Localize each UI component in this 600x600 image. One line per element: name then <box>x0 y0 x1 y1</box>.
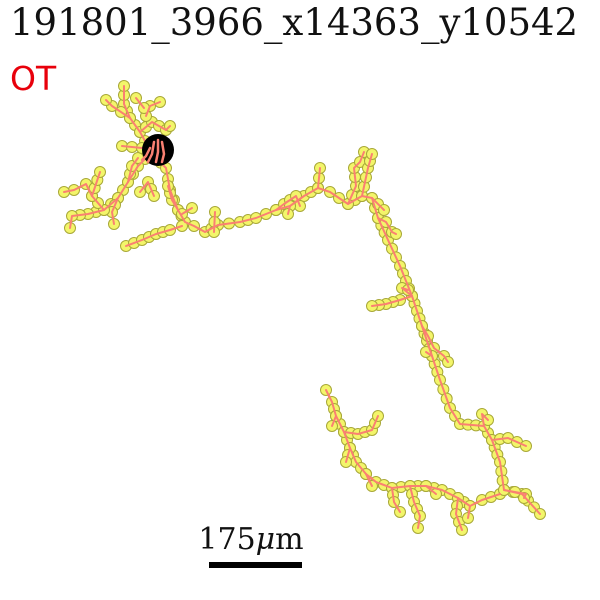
branch-centerline <box>139 181 155 197</box>
branch-centerline <box>391 487 401 513</box>
branch-centerline <box>481 413 489 427</box>
branch-centerline <box>69 151 153 229</box>
branch-centerline <box>63 183 105 211</box>
branch-centerline <box>401 287 413 297</box>
branch-centerline <box>111 197 119 225</box>
branch-centerlines <box>63 85 541 531</box>
soma-process <box>140 146 152 162</box>
branch-centerline <box>127 157 139 183</box>
branch-centerline <box>371 295 413 307</box>
cell-type-label: OT <box>10 59 57 98</box>
branch-centerline <box>213 211 216 233</box>
soma-process <box>160 140 166 164</box>
branch-centerline <box>135 97 145 109</box>
branch-nodes <box>58 80 546 536</box>
branch-centerline <box>125 225 183 247</box>
branch-centerline <box>347 151 365 205</box>
scale-value: 175 <box>198 522 256 557</box>
branch-centerline <box>331 415 337 427</box>
branch-centerline <box>139 121 171 133</box>
branch-centerline <box>491 437 527 447</box>
branch-centerline <box>275 195 301 211</box>
scale-unit-suffix: m <box>275 522 304 557</box>
branch-centerline <box>345 447 351 463</box>
soma-processes <box>140 138 166 164</box>
branch-centerline <box>365 473 373 487</box>
branch-centerline <box>503 489 527 499</box>
soma-process <box>146 140 156 164</box>
branch-centerline <box>91 171 101 197</box>
branch-centerline <box>371 197 385 211</box>
branch-centerline <box>377 217 397 235</box>
branch-centerline <box>105 99 131 119</box>
branch-centerline <box>425 485 437 495</box>
branch-centerline <box>145 101 161 117</box>
branch-centerline <box>317 167 321 189</box>
branch-centerline <box>287 205 291 215</box>
branch-centerline <box>409 485 421 529</box>
scale-bar <box>209 562 302 568</box>
branch-centerline <box>121 145 143 149</box>
branch-centerline <box>325 389 501 507</box>
branch-centerline <box>181 207 193 215</box>
cell-id-title: 191801_3966_x14363_y10542 <box>10 1 579 44</box>
branch-centerline <box>343 415 379 435</box>
branch-centerline <box>361 153 373 197</box>
branch-centerline <box>455 497 463 531</box>
branch-centerline <box>425 351 433 357</box>
branch-centerline <box>167 185 179 211</box>
scale-bar-label: 175μm <box>190 525 312 555</box>
branch-centerline <box>421 325 449 363</box>
scale-unit-greek: μ <box>255 522 276 557</box>
soma-process <box>154 138 160 164</box>
branch-centerline <box>467 505 471 519</box>
